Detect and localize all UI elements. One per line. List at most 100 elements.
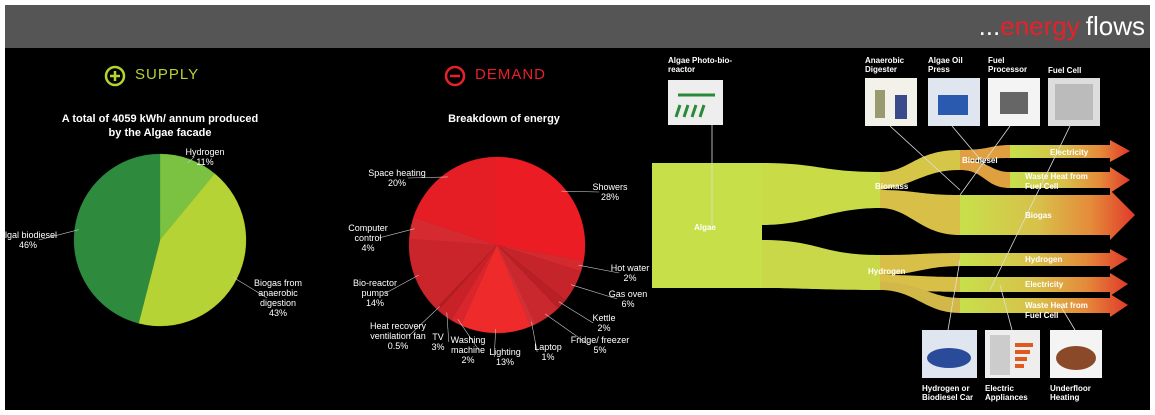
arrow bbox=[1010, 140, 1130, 162]
slice-name: Hydrogen bbox=[185, 147, 225, 157]
device-images bbox=[668, 78, 1102, 378]
leader-line bbox=[570, 284, 618, 300]
flow-label: Fuel Cell bbox=[1025, 182, 1058, 191]
slice-value: 5% bbox=[593, 345, 607, 355]
slice-value: 6% bbox=[621, 299, 635, 309]
slice-name: Bio-reactor pumps bbox=[352, 278, 397, 298]
slice-name: Heat recovery ventilation fan bbox=[369, 321, 427, 341]
slice-label: Space heating 20% bbox=[368, 168, 426, 188]
image bbox=[1000, 92, 1028, 114]
slice-value: 2% bbox=[623, 273, 637, 283]
header-bar bbox=[5, 5, 1150, 48]
image bbox=[674, 93, 715, 118]
slice-value: 1% bbox=[541, 352, 555, 362]
pie-slice bbox=[408, 238, 498, 309]
slice-value: 4% bbox=[361, 243, 375, 253]
flow-biodiesel bbox=[880, 150, 960, 190]
image bbox=[865, 78, 917, 126]
flow-waste-heat bbox=[960, 160, 1010, 188]
leader-line bbox=[187, 156, 195, 164]
leader-line bbox=[531, 321, 538, 353]
slice-name: Washing machine bbox=[450, 335, 486, 355]
flow-label: Waste Heat from bbox=[1025, 172, 1088, 181]
slice-name: Fridge/ freezer bbox=[570, 335, 630, 345]
slice-value: 3% bbox=[431, 342, 445, 352]
leader-line bbox=[457, 319, 480, 351]
slice-label: Algal biodiesel 46% bbox=[0, 230, 57, 250]
leader-line bbox=[38, 229, 79, 241]
slice-label: Laptop 1% bbox=[534, 342, 562, 362]
flow-label: Biomass bbox=[875, 182, 909, 191]
slice-value: 43% bbox=[268, 308, 287, 318]
slice-label: Heat recovery ventilation fan 0.5% bbox=[367, 321, 429, 351]
slice-label: Showers 28% bbox=[592, 182, 627, 202]
plus-icon bbox=[104, 65, 126, 87]
leader-line bbox=[385, 274, 419, 294]
slice-name: Algal biodiesel bbox=[0, 230, 58, 240]
flow-algae bbox=[652, 163, 762, 288]
slice-label: Computer control 4% bbox=[337, 223, 399, 253]
slice-label: TV 3% bbox=[431, 332, 444, 352]
caption: Anaerobic Digester bbox=[865, 56, 905, 74]
image bbox=[1055, 84, 1093, 120]
caption: Fuel Cell bbox=[1048, 66, 1082, 75]
leader-line bbox=[558, 301, 594, 324]
flow-waste-heat bbox=[880, 282, 960, 313]
slice-value: 28% bbox=[600, 192, 620, 202]
leader-line bbox=[446, 312, 450, 343]
slice-value: 14% bbox=[365, 298, 384, 308]
caption: Algae Photo-bio-reactor bbox=[668, 56, 732, 74]
plus-icon bbox=[110, 71, 120, 81]
flow-hydrogen bbox=[762, 240, 880, 290]
leader-line bbox=[408, 306, 440, 337]
slice-name: Lighting bbox=[489, 347, 521, 357]
slice-name: Kettle bbox=[592, 313, 616, 323]
flow-label: Waste Heat from bbox=[1025, 301, 1088, 310]
slice-name: Biogas from anaerobic digestion bbox=[253, 278, 303, 308]
slice-label: Fridge/ freezer 5% bbox=[571, 335, 630, 355]
connector-lines bbox=[711, 125, 1076, 331]
flow-label: Electricity bbox=[1050, 148, 1089, 157]
section-title: DEMAND bbox=[475, 66, 547, 83]
slice-value: 20% bbox=[387, 178, 407, 188]
caption: Algae Oil Press bbox=[928, 56, 963, 74]
image bbox=[927, 348, 971, 368]
leader-line bbox=[378, 228, 415, 239]
slice-name: Gas oven bbox=[608, 289, 648, 299]
flow-label: Algae bbox=[694, 223, 716, 232]
slice-label: Lighting 13% bbox=[489, 347, 521, 367]
flow-biomass bbox=[762, 163, 880, 225]
arrow bbox=[960, 273, 1128, 296]
slice-label: Kettle 2% bbox=[592, 313, 615, 333]
slice-name: Hot water bbox=[610, 263, 650, 273]
slice-name: Laptop bbox=[534, 342, 562, 352]
flow-label: Biogas bbox=[1025, 211, 1052, 220]
flow-electricity bbox=[960, 145, 1010, 160]
image bbox=[990, 335, 1010, 375]
sankey: Algae Biomass Biodiesel Biogas Hydrogen … bbox=[652, 125, 1135, 331]
slice-value: 13% bbox=[495, 357, 514, 367]
slice-name: TV bbox=[432, 332, 444, 342]
leader-line bbox=[561, 190, 600, 193]
subtitle: Breakdown of energy bbox=[448, 113, 560, 125]
slice-name: Computer control bbox=[348, 223, 388, 243]
slice-name: Space heating bbox=[368, 168, 426, 178]
arrow bbox=[1010, 167, 1130, 193]
slice-label: Washing machine 2% bbox=[437, 335, 499, 365]
minus-icon bbox=[444, 65, 466, 87]
flow-hydrogen bbox=[880, 253, 960, 275]
slice-value: 11% bbox=[196, 157, 214, 167]
arrow bbox=[960, 294, 1128, 317]
leader-line bbox=[232, 276, 268, 299]
slice-name: Showers bbox=[592, 182, 628, 192]
flow-label: Electricity bbox=[1025, 280, 1064, 289]
caption: Underfloor Heating bbox=[1050, 384, 1091, 402]
leader-line bbox=[493, 328, 496, 358]
slice-label: Hydrogen 11% bbox=[185, 147, 224, 167]
leader-line bbox=[578, 264, 620, 274]
image bbox=[895, 95, 907, 119]
slice-label: Bio-reactor pumps 14% bbox=[344, 278, 406, 308]
slice-value: 2% bbox=[597, 323, 611, 333]
